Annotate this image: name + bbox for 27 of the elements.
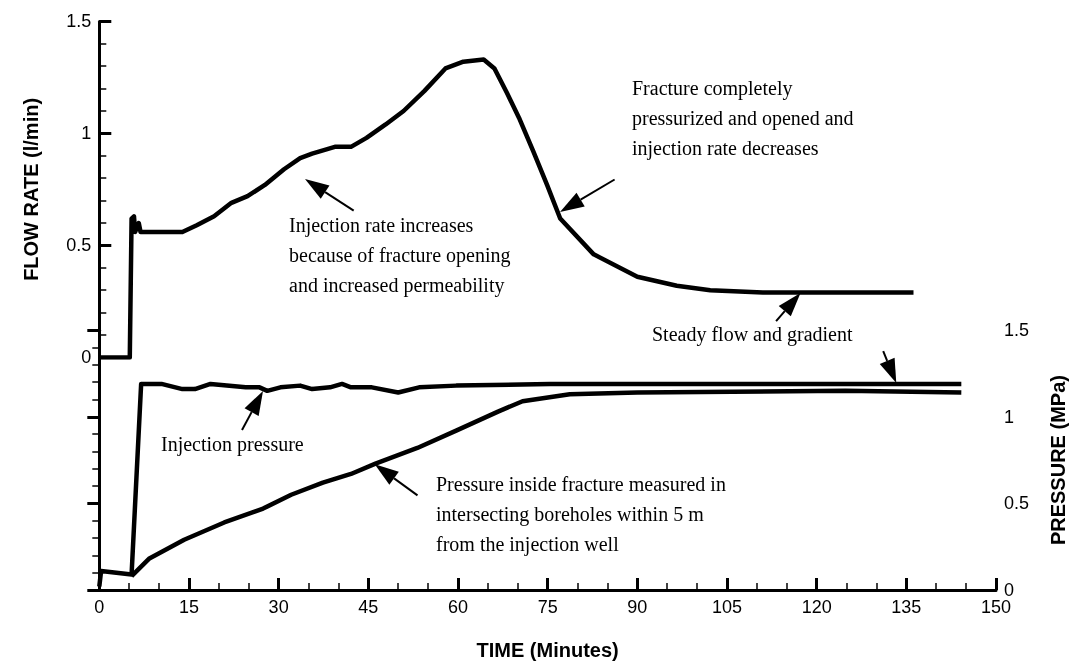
x-tick-label: 105: [711, 597, 743, 617]
y2-tick-label: 1: [1004, 406, 1015, 427]
y-axis-title: FLOW RATE (l/min): [20, 97, 43, 281]
y-tick-label: 1: [81, 123, 92, 144]
x-tick-label: 90: [627, 597, 648, 617]
x-tick-label: 30: [268, 597, 289, 617]
x-tick-label: 150: [980, 597, 1012, 617]
x-tick-label: 75: [537, 597, 558, 617]
x-tick-label: 60: [447, 597, 468, 617]
y-tick-label: 1.5: [66, 11, 92, 32]
x-tick-label: 45: [358, 597, 379, 617]
x-tick-label: 120: [801, 597, 832, 617]
x-tick-label: 135: [891, 597, 922, 617]
x-tick-label: 0: [94, 597, 105, 617]
y-tick-label: 0.5: [66, 235, 92, 256]
y2-axis-title: PRESSURE (MPa): [1047, 375, 1069, 546]
y2-tick-label: 1.5: [1004, 320, 1030, 341]
annotation: Fracture completely pressurized and opened and injection rate decreases: [632, 76, 854, 162]
x-axis-title: TIME (Minutes): [476, 639, 619, 661]
x-tick-label: 15: [178, 597, 199, 617]
annotation: Injection pressure: [161, 432, 304, 458]
y2-tick-label: 0.5: [1004, 493, 1030, 514]
annotation: Pressure inside fracture measured in intersecting boreholes within 5 m from the injection well: [436, 472, 726, 558]
y-tick-label: 0: [81, 347, 92, 368]
y2-tick-label: 0: [1004, 580, 1015, 600]
annotation: Steady flow and gradient: [652, 322, 853, 348]
annotation: Injection rate increases because of fracture opening and increased permeability: [289, 213, 511, 299]
